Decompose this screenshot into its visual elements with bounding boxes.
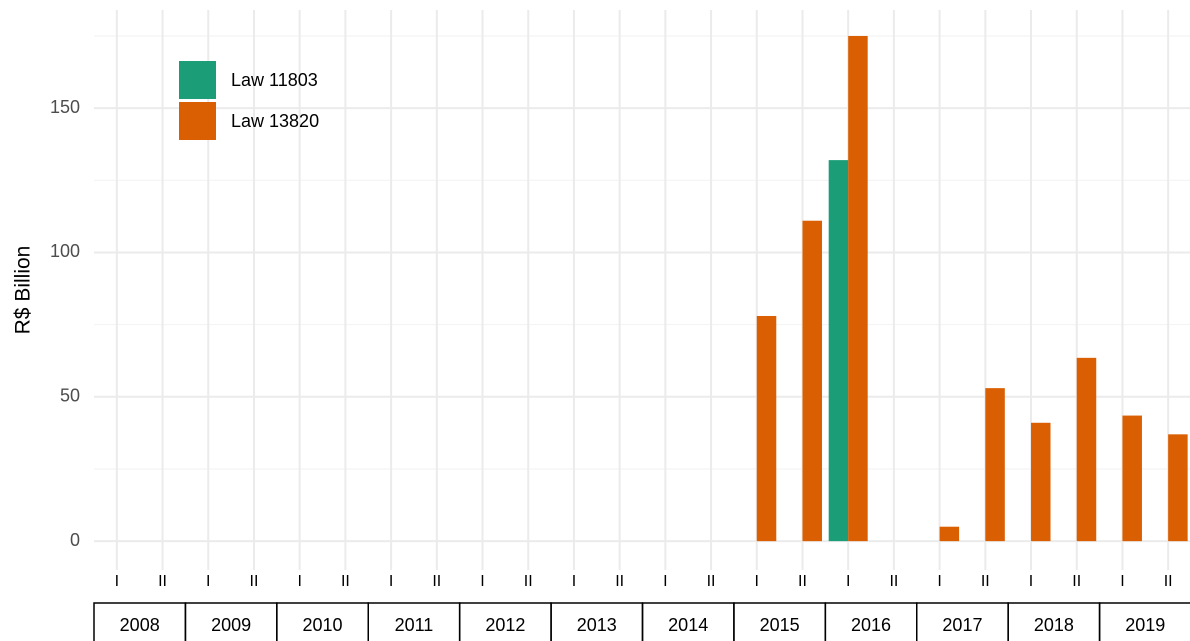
x-tick-label: II [1164, 573, 1173, 590]
x-tick-label: II [615, 573, 624, 590]
x-tick-label: I [389, 573, 393, 590]
year-label: 2011 [395, 615, 434, 635]
bar [756, 315, 777, 542]
x-tick-label: I [1029, 573, 1033, 590]
legend-swatch [179, 61, 216, 99]
year-label: 2008 [120, 615, 160, 635]
y-tick-label: 150 [50, 97, 80, 117]
x-tick-label: I [755, 573, 759, 590]
bar [1122, 415, 1142, 542]
x-tick-label: II [250, 573, 259, 590]
x-tick-label: II [341, 573, 350, 590]
x-tick-label: I [480, 573, 484, 590]
x-tick-label: I [206, 573, 210, 590]
y-tick-label: 0 [70, 530, 80, 550]
x-tick-label: II [798, 573, 807, 590]
year-label: 2019 [1125, 615, 1165, 635]
x-tick-label: II [158, 573, 167, 590]
legend-swatch [179, 102, 216, 140]
legend-label: Law 11803 [231, 70, 318, 90]
year-label: 2009 [211, 615, 251, 635]
bar [1168, 434, 1188, 542]
bar [939, 526, 960, 542]
bar [848, 35, 868, 542]
x-tick-label: I [572, 573, 576, 590]
legend-label: Law 13820 [231, 111, 319, 131]
x-tick-label: I [297, 573, 301, 590]
year-label: 2016 [851, 615, 891, 635]
x-tick-label: II [1072, 573, 1081, 590]
x-tick-label: II [889, 573, 898, 590]
x-tick-label: I [1120, 573, 1124, 590]
x-tick-label: I [663, 573, 667, 590]
y-tick-label: 50 [60, 386, 80, 406]
year-label: 2015 [760, 615, 800, 635]
year-label: 2010 [303, 615, 343, 635]
bar [1076, 357, 1097, 542]
x-tick-label: II [432, 573, 441, 590]
bar [985, 388, 1005, 542]
y-tick-label: 100 [50, 241, 80, 261]
x-tick-label: II [524, 573, 533, 590]
year-label: 2014 [668, 615, 708, 635]
bar [802, 220, 822, 542]
year-label: 2018 [1034, 615, 1074, 635]
x-tick-label: II [707, 573, 716, 590]
x-tick-label: II [981, 573, 990, 590]
y-axis-label: R$ Billion [12, 246, 35, 335]
x-tick-label: I [937, 573, 941, 590]
year-label: 2013 [577, 615, 617, 635]
x-tick-label: I [846, 573, 850, 590]
bar [1031, 422, 1051, 542]
year-label: 2012 [485, 615, 525, 635]
x-tick-label: I [115, 573, 119, 590]
bar [828, 160, 849, 542]
year-box [1098, 602, 1190, 641]
year-label: 2017 [942, 615, 982, 635]
